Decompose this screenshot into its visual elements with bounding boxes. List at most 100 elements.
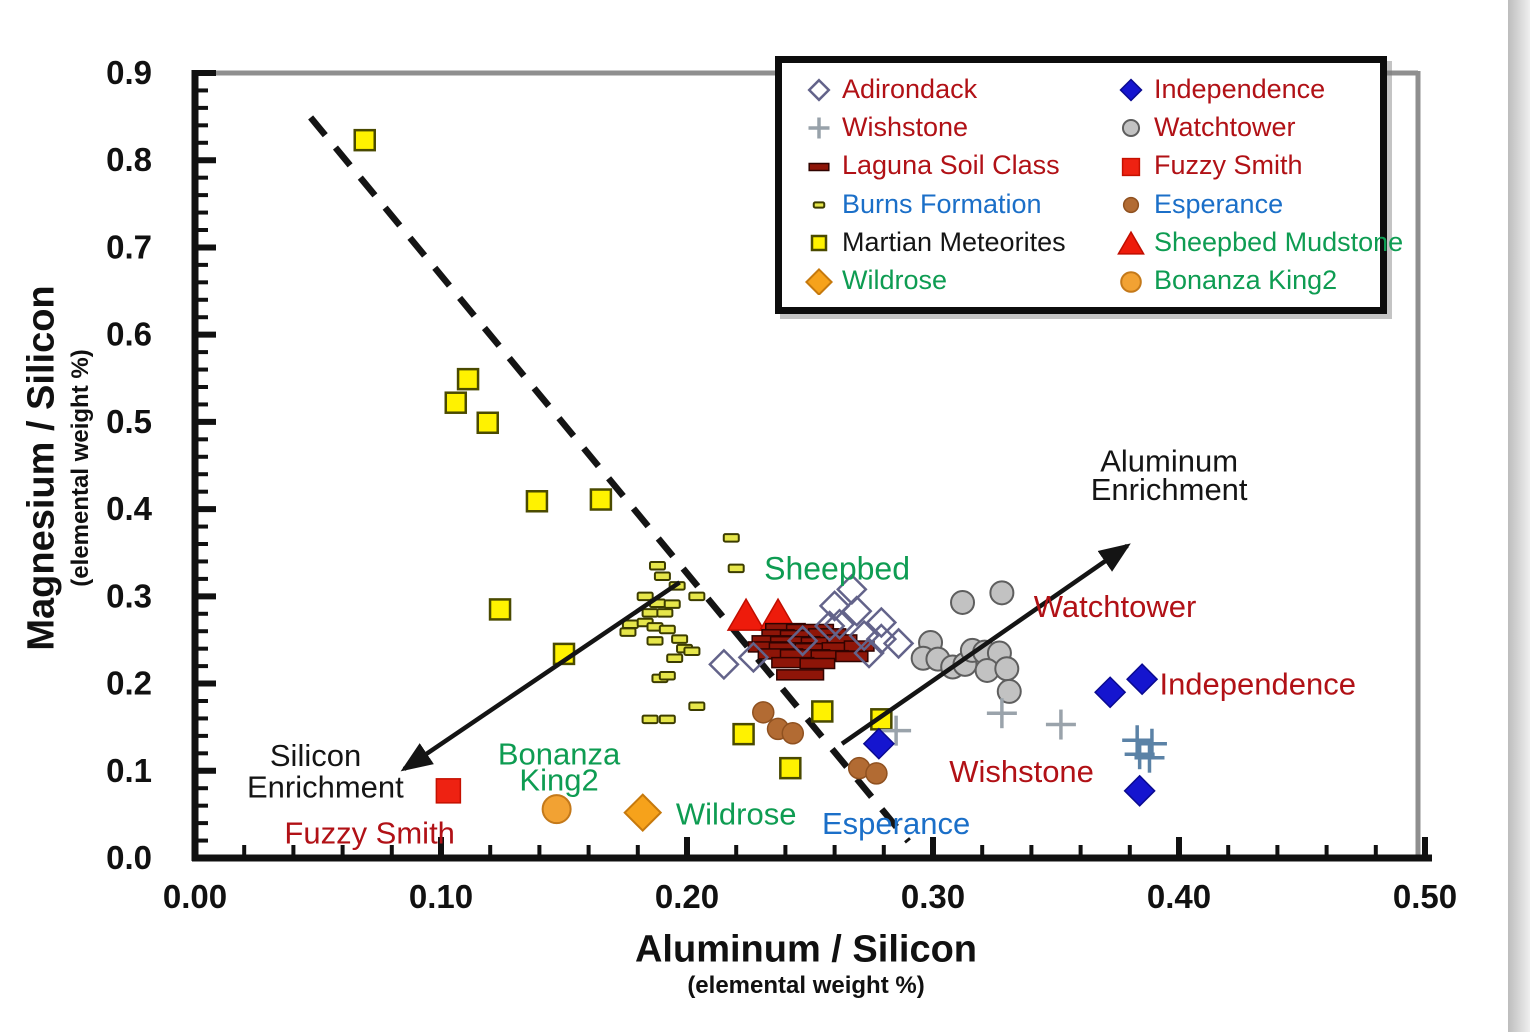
data-point xyxy=(722,533,740,543)
adirondack-marker-icon xyxy=(807,78,831,102)
data-point xyxy=(727,563,745,574)
data-point xyxy=(882,627,915,660)
legend-item-esperance: Esperance xyxy=(1117,190,1403,218)
annotation-fuzzy-smith: Fuzzy Smith xyxy=(284,816,455,851)
svg-text:0.9: 0.9 xyxy=(106,54,152,91)
laguna-soil-class-marker-icon xyxy=(808,162,830,172)
data-point xyxy=(646,636,664,646)
fuzzy-smith-marker-icon xyxy=(1121,157,1141,176)
data-point xyxy=(708,648,740,681)
annotation-wildrose: Wildrose xyxy=(676,797,797,832)
legend: Adirondack Wishstone Laguna Soil Class Burn… xyxy=(775,56,1403,314)
series-fuzzy-smith xyxy=(435,778,462,804)
svg-text:0.4: 0.4 xyxy=(106,490,153,527)
data-point xyxy=(811,700,834,723)
data-point xyxy=(658,714,676,725)
series-bonanza-king2 xyxy=(541,794,572,825)
data-point xyxy=(1122,725,1153,756)
svg-text:0.20: 0.20 xyxy=(655,878,719,915)
data-point xyxy=(444,391,468,414)
legend-label: Bonanza King2 xyxy=(1154,265,1338,296)
legend-column-1: Adirondack Wishstone Laguna Soil Class Burn… xyxy=(782,63,1117,307)
data-point xyxy=(683,646,701,657)
data-point xyxy=(881,715,912,746)
annotation-sheepbed: Sheepbed xyxy=(764,550,910,586)
data-point xyxy=(752,701,775,724)
legend-label: Martian Meteorites xyxy=(842,226,1066,257)
data-point xyxy=(435,778,462,804)
silicon-enrichment-arrow xyxy=(400,580,681,772)
legend-label: Wishstone xyxy=(842,111,969,142)
legend-item-burns-formation: Burns Formation xyxy=(805,190,1117,218)
legend-label: Laguna Soil Class xyxy=(842,150,1060,181)
data-point xyxy=(476,411,499,435)
data-point xyxy=(989,580,1015,606)
data-point xyxy=(648,561,666,571)
data-point xyxy=(619,627,637,637)
data-point xyxy=(950,589,976,615)
annotation-enrichment: Enrichment xyxy=(1091,472,1248,507)
esperance-marker-icon xyxy=(1122,197,1140,214)
data-point xyxy=(853,637,885,669)
data-point xyxy=(488,598,512,621)
annotation-bonanza: Bonanza xyxy=(498,736,621,771)
data-point xyxy=(656,608,674,618)
svg-text:0.30: 0.30 xyxy=(901,878,965,915)
legend-item-independence: Independence xyxy=(1117,75,1403,103)
data-point xyxy=(541,794,572,825)
data-point xyxy=(658,624,676,635)
data-point xyxy=(786,625,819,657)
legend-label: Fuzzy Smith xyxy=(1154,150,1303,181)
wishstone-marker-icon xyxy=(808,117,830,139)
data-point xyxy=(779,756,802,780)
x-axis-title: Aluminum / Silicon xyxy=(634,928,978,971)
burns-formation-marker-icon xyxy=(812,201,826,209)
legend-label: Esperance xyxy=(1154,188,1284,219)
data-point xyxy=(776,669,825,681)
watchtower-marker-icon xyxy=(1121,119,1141,138)
series-laguna-soil-class xyxy=(747,622,875,681)
data-point xyxy=(641,608,659,618)
data-point xyxy=(737,641,770,674)
data-point xyxy=(848,619,880,652)
sheepbed-mudstone-marker-icon xyxy=(1117,231,1145,256)
data-point xyxy=(1123,774,1156,807)
y-axis-title: Magnesium / Silicon xyxy=(20,285,63,651)
bonanza-king2-marker-icon xyxy=(1120,270,1142,293)
axes: 0.00 0.10 0.20 0.30 0.40 0.50 0.0 0.1 0.2 0.3 0.4 0… xyxy=(106,54,1457,915)
legend-item-wildrose: Wildrose xyxy=(805,267,1117,295)
svg-text:0.5: 0.5 xyxy=(106,403,152,440)
legend-column-2: Independence Watchtower Fuzzy Smith Esperan… xyxy=(1117,63,1403,307)
svg-text:0.3: 0.3 xyxy=(106,577,152,614)
series-adirondack xyxy=(708,573,915,681)
data-point xyxy=(818,590,851,622)
svg-text:0.8: 0.8 xyxy=(106,141,152,178)
legend-item-laguna-soil-class: Laguna Soil Class xyxy=(805,152,1117,180)
data-point xyxy=(1134,742,1165,773)
data-point xyxy=(823,608,856,641)
annotation-esperance: Esperance xyxy=(822,806,970,841)
data-point xyxy=(353,128,376,152)
svg-text:0.50: 0.50 xyxy=(1393,878,1457,915)
data-point xyxy=(986,698,1017,729)
legend-item-bonanza-king2: Bonanza King2 xyxy=(1117,267,1403,295)
annotation-wishstone: Wishstone xyxy=(949,754,1094,789)
independence-marker-icon xyxy=(1119,78,1143,102)
series-martian-meteorites xyxy=(353,128,893,780)
legend-item-wishstone: Wishstone xyxy=(805,113,1117,141)
aluminum-enrichment-arrow xyxy=(840,543,1131,746)
series-watchtower xyxy=(765,580,1022,704)
legend-label: Independence xyxy=(1154,73,1326,104)
legend-item-martian-meteorites: Martian Meteorites xyxy=(805,228,1117,256)
svg-text:0.1: 0.1 xyxy=(106,752,152,789)
data-point xyxy=(666,653,684,664)
annotation-silicon: Silicon xyxy=(270,738,361,773)
data-point xyxy=(1094,676,1127,709)
mixing-trend-dashed-line xyxy=(308,115,911,844)
annotation-aluminum: Aluminum xyxy=(1100,443,1238,478)
data-point xyxy=(781,722,805,745)
annotation-king2: King2 xyxy=(519,763,598,798)
screenshot-right-margin xyxy=(1508,0,1530,1032)
data-point xyxy=(589,488,613,511)
data-point xyxy=(813,610,846,642)
